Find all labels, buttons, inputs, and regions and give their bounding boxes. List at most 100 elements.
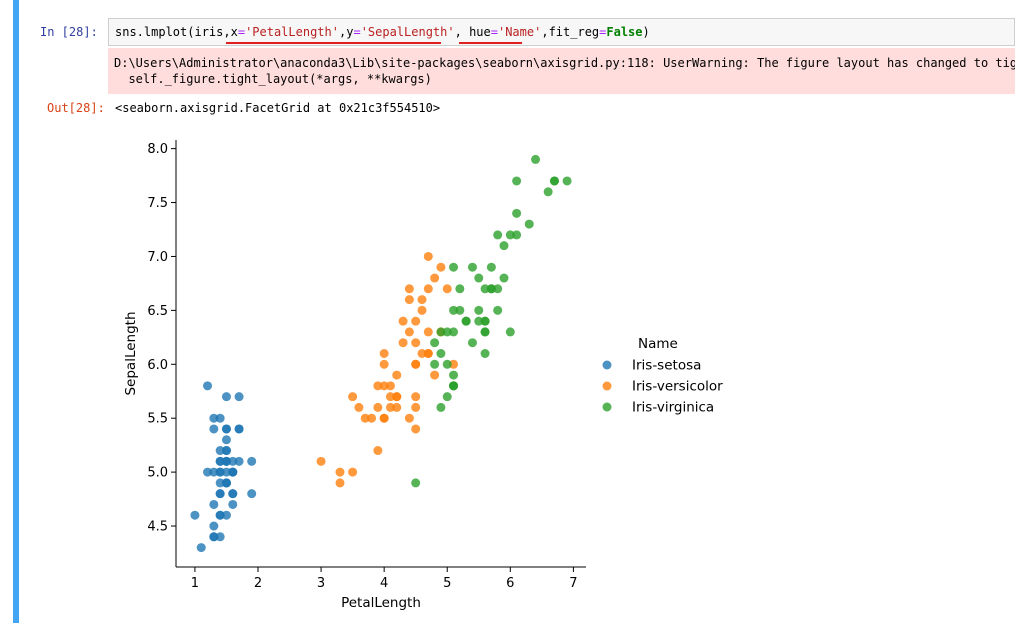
scatter-plot: 1 2 3 4 5 6 7 4.5 5.0 5.5 6.0 6.5 7.0 7.5 8.0 PetalLeng…: [123, 140, 723, 611]
scatter-point: [455, 305, 465, 315]
scatter-point: [436, 402, 446, 412]
code-input-area[interactable]: sns.lmplot(iris,x='PetalLength',y='Sepal…: [108, 18, 1015, 46]
code-token: 'PetalLength': [245, 25, 339, 39]
scatter-point: [423, 284, 433, 294]
scatter-point: [512, 208, 522, 218]
code-token: ,fit_reg: [541, 25, 600, 39]
legend-marker: [602, 381, 612, 391]
y-tick-label: 8.0: [147, 142, 168, 157]
y-tick-label: 4.5: [147, 520, 168, 535]
scatter-point: [562, 176, 572, 186]
scatter-point: [316, 456, 326, 466]
output-prompt: Out[28]:: [47, 101, 105, 115]
scatter-point: [221, 392, 231, 402]
y-tick-label: 5.0: [147, 466, 168, 481]
annotation-underline-xy: [226, 42, 441, 44]
scatter-point: [203, 467, 213, 477]
y-tick-label: 7.5: [147, 196, 168, 211]
annotation-underline-hue: [459, 42, 522, 44]
scatter-point: [549, 176, 559, 186]
scatter-point: [411, 478, 421, 488]
x-tick-label: 1: [191, 576, 199, 591]
scatter-point: [531, 154, 541, 164]
scatter-point: [404, 413, 414, 423]
scatter-point: [228, 489, 238, 499]
scatter-point: [455, 284, 465, 294]
scatter-point: [417, 305, 427, 315]
code-token: 'SepalLength': [360, 25, 455, 39]
x-tick-label: 7: [569, 576, 577, 591]
scatter-point: [512, 176, 522, 186]
scatter-point: [449, 359, 459, 369]
scatter-point: [449, 370, 459, 380]
cell-selection-bar[interactable]: [13, 0, 19, 623]
x-tick-label: 6: [506, 576, 514, 591]
scatter-point: [221, 478, 231, 488]
y-tick-label: 6.0: [147, 358, 168, 373]
scatter-point: [474, 273, 484, 283]
scatter-point: [221, 435, 231, 445]
scatter-point: [404, 295, 414, 305]
scatter-point: [461, 316, 471, 326]
scatter-point: [449, 305, 459, 315]
scatter-point: [196, 543, 206, 553]
scatter-point: [392, 402, 402, 412]
scatter-point: [203, 381, 213, 391]
scatter-point: [234, 424, 244, 434]
code-line: sns.lmplot(iris,x='PetalLength',y='Sepal…: [115, 25, 650, 39]
code-token: 'Name': [497, 25, 542, 39]
scatter-point: [486, 284, 496, 294]
code-token: ): [642, 25, 650, 39]
scatter-point: [234, 456, 244, 466]
scatter-point: [221, 424, 231, 434]
scatter-point: [423, 327, 433, 337]
scatter-point: [480, 284, 490, 294]
scatter-point: [215, 456, 225, 466]
scatter-point: [417, 349, 427, 358]
y-tick-label: 7.0: [147, 250, 168, 265]
scatter-point: [385, 392, 395, 402]
scatter-point: [417, 295, 427, 305]
scatter-point: [392, 370, 402, 380]
scatter-point: [411, 338, 421, 348]
scatter-point: [367, 413, 377, 423]
scatter-point: [442, 392, 452, 402]
scatter-point: [474, 316, 484, 326]
scatter-point: [335, 467, 345, 477]
input-prompt: In [28]:: [40, 25, 98, 39]
scatter-point: [190, 510, 200, 520]
code-token: hue: [469, 25, 491, 39]
code-token: =: [353, 25, 361, 39]
scatter-point: [247, 489, 257, 499]
scatter-point: [234, 392, 244, 402]
code-token: ,: [454, 25, 470, 39]
scatter-point: [411, 424, 421, 434]
scatter-point: [499, 241, 509, 251]
scatter-point: [430, 359, 440, 369]
scatter-point: [385, 381, 395, 391]
scatter-point: [373, 381, 383, 391]
code-token: ,: [338, 25, 347, 39]
scatter-point: [392, 392, 402, 402]
scatter-point: [209, 499, 219, 509]
scatter-point: [360, 413, 370, 423]
scatter-point: [449, 381, 459, 391]
scatter-point: [215, 478, 225, 488]
scatter-point: [209, 532, 219, 542]
legend-label: Iris-virginica: [632, 400, 714, 416]
output-repr: <seaborn.axisgrid.FacetGrid at 0x21c3f55…: [115, 101, 441, 115]
legend-title: Name: [638, 336, 678, 352]
scatter-point: [221, 446, 231, 456]
scatter-point: [543, 187, 553, 197]
scatter-point: [404, 284, 414, 294]
x-tick-label: 2: [254, 576, 262, 591]
scatter-point: [442, 359, 452, 369]
x-tick-label: 3: [317, 576, 325, 591]
scatter-point: [373, 446, 383, 456]
scatter-point: [512, 230, 522, 240]
scatter-point: [411, 316, 421, 326]
scatter-point: [493, 284, 503, 294]
x-tick-label: 4: [380, 576, 388, 591]
legend-label: Iris-setosa: [632, 358, 701, 374]
scatter-point: [354, 402, 364, 412]
